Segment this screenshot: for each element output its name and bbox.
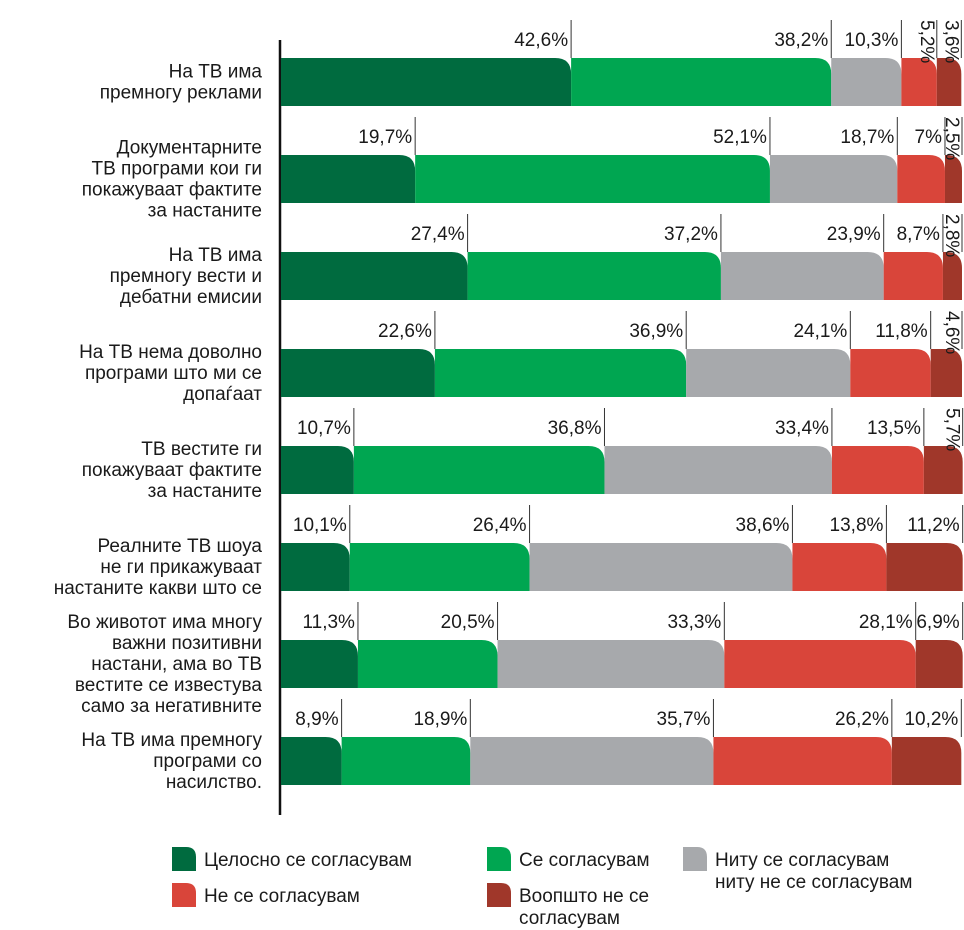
category-label: На ТВ има премногу вести и дебатни емисии xyxy=(110,245,263,308)
bar-segment xyxy=(942,252,962,300)
value-label: 10,3% xyxy=(845,30,899,51)
bar-segment xyxy=(571,58,832,106)
value-label: 11,8% xyxy=(875,321,928,342)
value-label: 10,2% xyxy=(904,709,958,730)
bar-segment xyxy=(944,155,962,203)
bar-segment xyxy=(353,446,605,494)
bar-segment xyxy=(936,58,962,106)
bar-segment xyxy=(850,349,931,397)
category-label: На ТВ има премногу реклами xyxy=(100,62,263,104)
legend-label: Воопшто не се согласувам xyxy=(519,886,649,929)
bar-segment xyxy=(886,543,963,591)
value-label: 26,2% xyxy=(835,709,889,730)
bar-segment xyxy=(891,737,962,785)
bar-segment xyxy=(769,155,898,203)
bar-segment xyxy=(831,446,924,494)
value-label: 5,2% xyxy=(916,20,937,63)
value-label: 8,9% xyxy=(295,709,338,730)
bar-segment xyxy=(897,155,945,203)
bar-segment xyxy=(357,640,498,688)
value-label: 5,7% xyxy=(942,408,963,451)
bar-segment xyxy=(713,737,892,785)
legend-swatch xyxy=(172,847,196,871)
bar-segment xyxy=(341,737,471,785)
bar-segment xyxy=(883,252,943,300)
value-label: 10,1% xyxy=(293,515,347,536)
value-label: 11,3% xyxy=(302,612,355,633)
value-label: 22,6% xyxy=(378,321,432,342)
value-label: 33,3% xyxy=(667,612,721,633)
value-label: 23,9% xyxy=(827,224,881,245)
value-label: 28,1% xyxy=(859,612,913,633)
legend-swatch xyxy=(172,883,196,907)
value-label: 8,7% xyxy=(897,224,940,245)
legend-swatch xyxy=(487,847,511,871)
bar-segment xyxy=(415,155,770,203)
category-label: На ТВ има премногу програми со насилство. xyxy=(81,730,262,793)
value-label: 6,9% xyxy=(916,612,959,633)
bar-segment xyxy=(604,446,832,494)
value-label: 33,4% xyxy=(775,418,829,439)
value-label: 18,9% xyxy=(413,709,467,730)
bar-segment xyxy=(930,349,962,397)
bar-segment xyxy=(281,737,342,785)
value-label: 24,1% xyxy=(793,321,847,342)
bar-segment xyxy=(281,543,350,591)
category-label: ТВ вестите ги покажуваат фактите за настан… xyxy=(82,439,262,502)
category-label: На ТВ нема доволно програми што ми се допа… xyxy=(79,342,262,405)
value-label: 38,6% xyxy=(736,515,790,536)
bar-segment xyxy=(497,640,725,688)
bar-segment xyxy=(434,349,687,397)
value-label: 11,2% xyxy=(907,515,960,536)
bar-segment xyxy=(529,543,793,591)
bar-segment xyxy=(901,58,937,106)
bar-segment xyxy=(470,737,714,785)
value-label: 2,5% xyxy=(941,117,962,160)
category-label: Реалните ТВ шоуа не ги прикажуваат настани… xyxy=(54,536,263,599)
value-label: 38,2% xyxy=(774,30,828,51)
value-label: 10,7% xyxy=(297,418,351,439)
bar-segment xyxy=(281,58,572,106)
bar-segment xyxy=(923,446,963,494)
bar-segment xyxy=(724,640,916,688)
value-label: 3,6% xyxy=(940,20,961,63)
value-label: 2,8% xyxy=(941,214,962,257)
bar-segment xyxy=(281,252,468,300)
bar-segment xyxy=(792,543,887,591)
legend-swatch xyxy=(487,883,511,907)
value-label: 27,4% xyxy=(411,224,465,245)
value-label: 4,6% xyxy=(941,311,962,354)
category-label: Документарните ТВ програми кои ги покажува… xyxy=(82,138,262,222)
bar-segment xyxy=(915,640,963,688)
value-label: 36,8% xyxy=(548,418,602,439)
bar-segment xyxy=(281,640,358,688)
value-label: 35,7% xyxy=(657,709,711,730)
legend-label: Целосно се согласувам xyxy=(204,850,412,871)
bar-segment xyxy=(467,252,721,300)
legend-label: Ниту се согласувам ниту не се согласувам xyxy=(715,850,912,893)
value-label: 37,2% xyxy=(664,224,718,245)
legend-swatch xyxy=(683,847,707,871)
value-label: 26,4% xyxy=(473,515,527,536)
bar-segment xyxy=(281,446,354,494)
value-label: 18,7% xyxy=(840,127,894,148)
value-label: 20,5% xyxy=(441,612,495,633)
value-label: 13,8% xyxy=(830,515,884,536)
legend-label: Се согласувам xyxy=(519,850,650,871)
value-label: 42,6% xyxy=(514,30,568,51)
category-label: Во животот има многу важни позитивни наста… xyxy=(67,612,262,717)
bar-segment xyxy=(686,349,851,397)
bar-segment xyxy=(349,543,530,591)
legend-label: Не се согласувам xyxy=(204,886,360,907)
bar-segment xyxy=(720,252,884,300)
value-label: 36,9% xyxy=(629,321,683,342)
bar-segment xyxy=(831,58,902,106)
value-label: 19,7% xyxy=(358,127,412,148)
value-label: 7% xyxy=(915,127,943,148)
value-label: 52,1% xyxy=(713,127,767,148)
value-label: 13,5% xyxy=(867,418,921,439)
bar-segment xyxy=(281,349,435,397)
bar-segment xyxy=(281,155,416,203)
